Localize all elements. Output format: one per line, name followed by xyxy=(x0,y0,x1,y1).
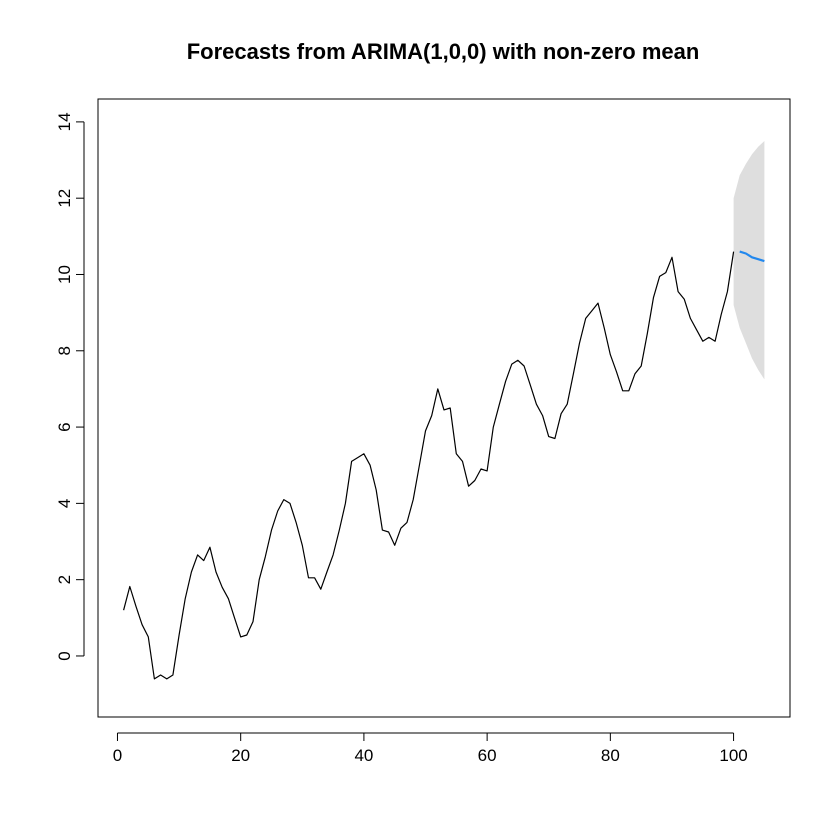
x-tick-label: 40 xyxy=(354,746,373,765)
x-tick-label: 80 xyxy=(601,746,620,765)
prediction-interval-band xyxy=(733,141,765,380)
y-tick-label: 0 xyxy=(55,651,74,660)
x-tick-label: 0 xyxy=(113,746,122,765)
y-tick-label: 8 xyxy=(55,346,74,355)
plot-area xyxy=(97,98,791,718)
y-tick-label: 12 xyxy=(55,189,74,208)
y-tick-label: 6 xyxy=(55,422,74,431)
series-layer xyxy=(123,250,765,680)
x-axis: 0 20 40 60 80 100 xyxy=(113,732,748,765)
forecast-series-line xyxy=(739,250,765,263)
observed-series-line xyxy=(123,251,735,680)
y-tick-label: 4 xyxy=(55,499,74,508)
y-tick-label: 14 xyxy=(55,112,74,131)
prediction-interval-layer xyxy=(733,141,765,380)
y-axis: 0 2 4 6 8 10 12 14 xyxy=(55,112,85,661)
y-tick-label: 2 xyxy=(55,575,74,584)
y-tick-label: 10 xyxy=(55,265,74,284)
x-tick-label: 20 xyxy=(231,746,250,765)
x-tick-label: 60 xyxy=(478,746,497,765)
x-tick-label: 100 xyxy=(719,746,747,765)
chart-title: Forecasts from ARIMA(1,0,0) with non-zer… xyxy=(187,39,700,64)
